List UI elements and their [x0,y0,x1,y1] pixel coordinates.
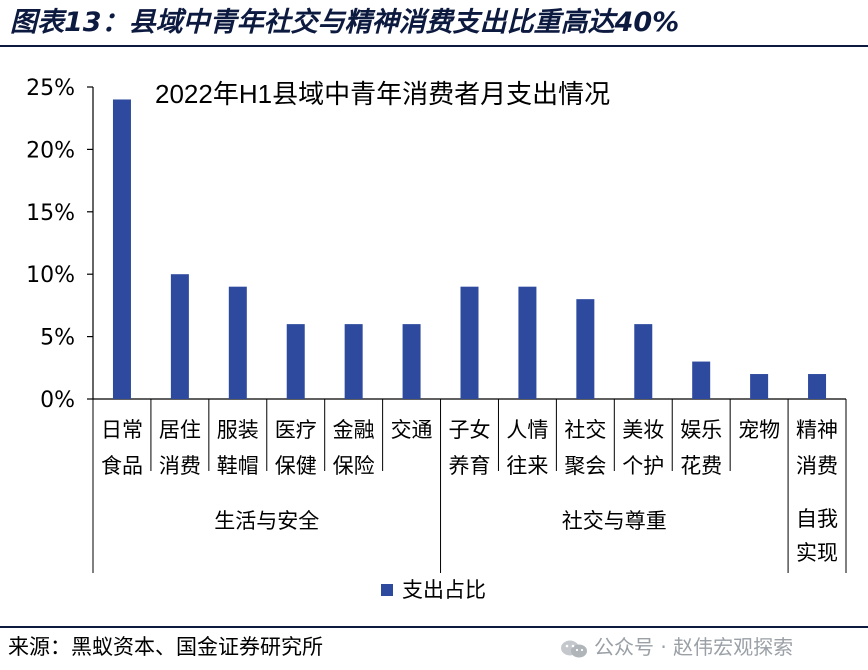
legend-swatch [381,584,393,596]
group-label: 社交与尊重 [562,509,667,533]
y-tick-label: 5% [40,326,75,351]
category-label: 美妆 [622,418,664,442]
bar [170,274,189,399]
bar [460,286,479,399]
category-label: 交通 [391,418,433,442]
bar [344,324,363,399]
y-tick-label: 25% [26,76,75,101]
category-label: 娱乐 [680,418,722,442]
bar [576,299,595,399]
category-label: 花费 [680,454,722,478]
legend: 支出占比 [381,578,486,602]
bars [112,99,827,399]
category-label: 宠物 [738,418,780,442]
source-note: 来源：黑蚁资本、国金证券研究所 [8,635,323,659]
bar [808,374,827,399]
chart-title: 2022年H1县域中青年消费者月支出情况 [155,79,610,109]
source-divider [0,626,868,628]
category-label: 食品 [101,454,143,478]
group-label: 自我 [796,507,838,531]
group-label: 实现 [796,541,838,565]
category-label: 养育 [449,454,491,478]
watermark-text: 公众号 · 赵伟宏观探索 [594,635,794,659]
category-label: 人情 [506,418,548,442]
bar [112,99,131,399]
bar-chart: 0%5%10%15%20%25% 日常食品居住消费服装鞋帽医疗保健金融保险交通子… [26,76,847,602]
wechat-icon [561,640,587,657]
group-label: 生活与安全 [214,509,319,533]
y-tick-label: 10% [26,263,75,288]
y-tick-label: 15% [26,201,75,226]
y-tick-label: 20% [26,138,75,163]
y-axis-ticks: 0% 5% 10% 15% 20% 25% [26,76,93,413]
category-label: 居住 [159,418,201,442]
bar [402,324,421,399]
category-label: 日常 [101,418,143,442]
category-label: 鞋帽 [217,454,259,478]
category-label: 往来 [506,454,548,478]
category-label: 金融 [333,418,375,442]
figure-title: 图表13：县域中青年社交与精神消费支出比重高达40% [10,7,680,38]
category-label: 服装 [217,418,259,442]
category-label: 精神 [796,418,838,442]
bar [286,324,305,399]
category-label: 消费 [159,454,201,478]
bar [518,286,537,399]
category-label: 聚会 [564,454,606,478]
y-tick-label: 0% [40,388,75,413]
bar [634,324,653,399]
watermark: 公众号 · 赵伟宏观探索 [560,634,793,660]
category-label: 保险 [333,454,375,478]
legend-label: 支出占比 [402,578,486,602]
category-label: 社交 [564,418,606,442]
bar [692,361,711,399]
title-divider [0,45,868,47]
bar [228,286,247,399]
category-label: 医疗 [275,418,317,442]
category-label: 保健 [275,454,317,478]
category-label: 消费 [796,454,838,478]
bar [750,374,769,399]
category-label: 子女 [449,418,491,442]
category-label: 个护 [622,454,664,478]
